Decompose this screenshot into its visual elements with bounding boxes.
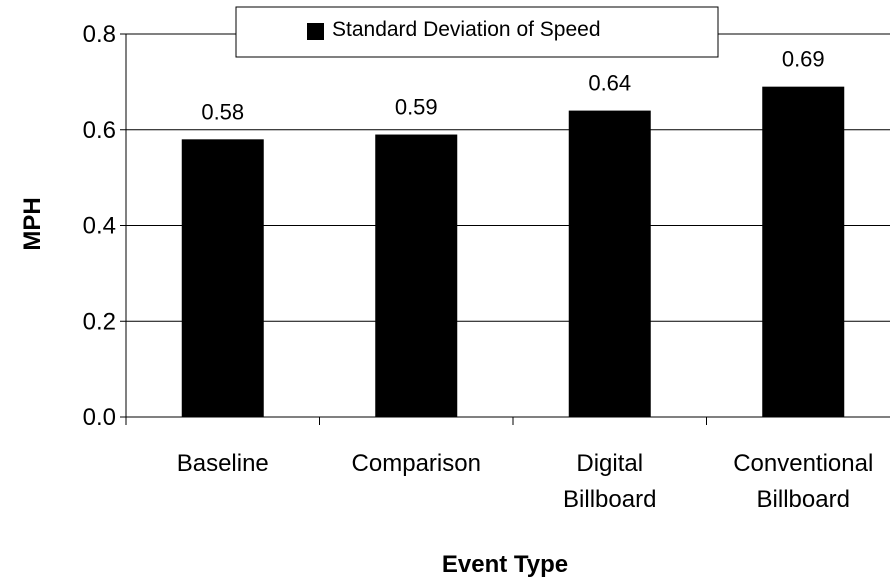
bar <box>375 134 458 417</box>
category-label: Baseline <box>177 450 269 477</box>
category-labels: Baseline Comparison Digital Billboard Conven… <box>177 450 874 513</box>
category-label: Digital <box>576 450 643 477</box>
bars <box>181 86 845 417</box>
legend-label: Standard Deviation of Speed <box>332 18 601 41</box>
data-label: 0.58 <box>201 99 244 124</box>
y-tick-label: 0.8 <box>83 21 116 48</box>
y-tick-label: 0.4 <box>83 213 116 240</box>
category-label: Billboard <box>563 486 656 513</box>
y-axis-title: MPH <box>19 197 46 250</box>
y-tick-label: 0.2 <box>83 308 116 335</box>
bar <box>181 139 264 417</box>
y-tick-labels: 0.0 0.2 0.4 0.6 0.8 <box>83 21 116 431</box>
legend: Standard Deviation of Speed <box>235 6 719 58</box>
category-label: Conventional <box>733 450 873 477</box>
y-tick-label: 0.6 <box>83 117 116 144</box>
y-tick-label: 0.0 <box>83 404 116 431</box>
x-axis-title: Event Type <box>442 551 568 578</box>
data-label: 0.69 <box>782 47 825 72</box>
bar <box>762 86 845 417</box>
bar <box>568 110 651 417</box>
legend-swatch <box>307 23 324 40</box>
axes <box>120 33 890 425</box>
data-label: 0.64 <box>588 71 631 96</box>
category-label: Comparison <box>352 450 481 477</box>
data-label: 0.59 <box>395 95 438 120</box>
category-label: Billboard <box>757 486 850 513</box>
data-labels: 0.58 0.59 0.64 0.69 <box>201 47 824 125</box>
